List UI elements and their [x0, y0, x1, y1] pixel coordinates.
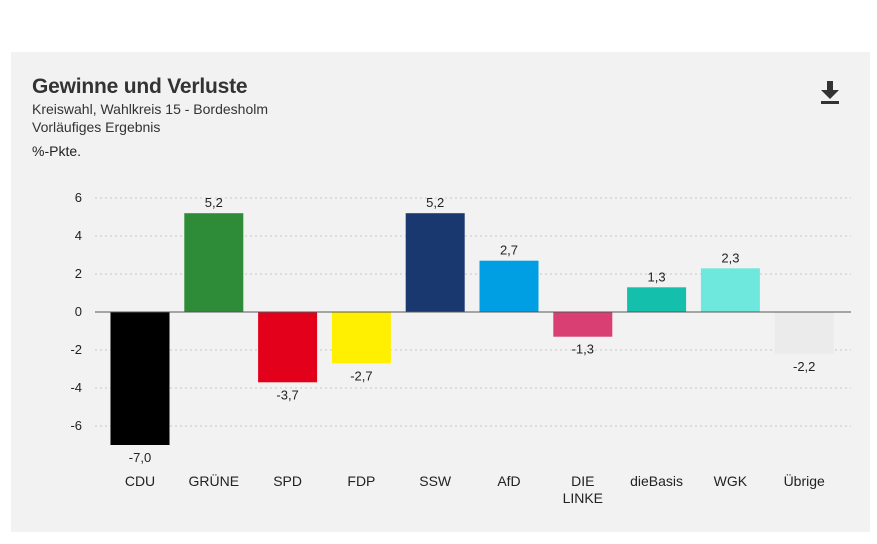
category-label: LINKE: [563, 490, 603, 506]
bar: [258, 312, 318, 383]
category-label: DIE: [571, 473, 594, 489]
y-tick-label: 6: [75, 190, 82, 205]
value-label: 2,7: [500, 243, 518, 258]
value-label: 2,3: [721, 250, 739, 265]
chart-title: Gewinne und Verluste: [32, 75, 248, 98]
bar-chart: 6 4 2 0 -2 -4 -6 -7,0 CDU 5,2 GRÜNE -3,7 SPD -2,7 FDP 5…: [70, 190, 851, 506]
category-label: WGK: [714, 473, 748, 489]
category-label: Übrige: [784, 472, 825, 489]
chart-card: Gewinne und Verluste Kreiswahl, Wahlkrei…: [11, 52, 870, 532]
bar: [331, 312, 391, 364]
bar: [774, 312, 834, 354]
download-icon: [821, 81, 839, 104]
value-label: -3,7: [276, 387, 298, 402]
value-label: -7,0: [129, 450, 151, 465]
y-tick-label: 4: [75, 228, 82, 243]
y-tick-label: -4: [70, 380, 82, 395]
category-label: AfD: [497, 473, 520, 489]
y-tick-label: -2: [70, 342, 82, 357]
bar: [110, 312, 170, 445]
y-tick-label: -6: [70, 418, 82, 433]
download-button[interactable]: [818, 79, 842, 105]
category-label: SPD: [273, 473, 302, 489]
value-label: -1,3: [572, 342, 594, 357]
y-tick-label: 2: [75, 266, 82, 281]
value-label: -2,7: [350, 368, 372, 383]
chart-result-status: Vorläufiges Ergebnis: [32, 119, 161, 135]
value-label: -2,2: [793, 359, 815, 374]
bar: [405, 213, 465, 312]
category-label: SSW: [419, 473, 452, 489]
y-tick-label: 0: [75, 304, 82, 319]
bar: [184, 213, 244, 312]
bar: [553, 312, 613, 337]
value-label: 5,2: [426, 195, 444, 210]
category-label: dieBasis: [630, 473, 683, 489]
chart-subtitle: Kreiswahl, Wahlkreis 15 - Bordesholm: [32, 101, 269, 117]
category-label: FDP: [347, 473, 375, 489]
bar: [627, 287, 687, 312]
bar: [700, 268, 760, 312]
value-label: 1,3: [648, 269, 666, 284]
category-label: GRÜNE: [189, 472, 240, 489]
category-label: CDU: [125, 473, 155, 489]
value-label: 5,2: [205, 195, 223, 210]
y-axis-unit: %-Pkte.: [32, 143, 82, 159]
bar: [479, 260, 539, 312]
